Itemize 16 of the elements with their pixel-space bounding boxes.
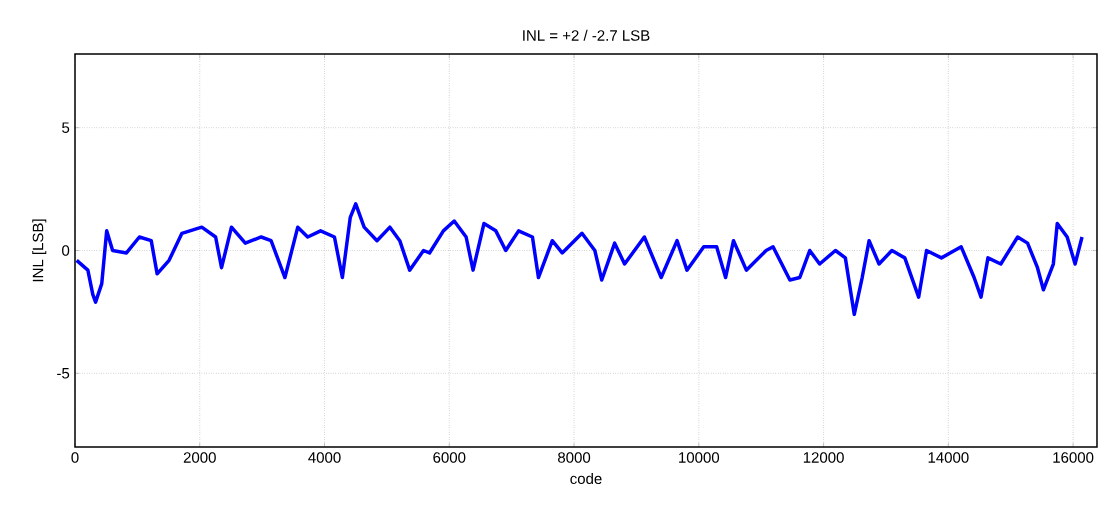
line-series <box>75 202 1084 317</box>
x-tick-label: 6000 <box>433 452 466 463</box>
y-tick-label: 5 <box>62 122 70 133</box>
y-axis-title: INL [LSB] <box>32 219 47 282</box>
x-tick-label: 12000 <box>803 452 844 463</box>
x-axis-title: code <box>570 473 602 485</box>
x-tick-label: 8000 <box>558 452 591 463</box>
chart-title: INL = +2 / -2.7 LSB <box>523 29 650 41</box>
x-tick-label: 10000 <box>679 452 720 463</box>
y-tick-label: 0 <box>62 245 70 256</box>
x-tick-label: 2000 <box>183 452 216 463</box>
x-tick-label: 16000 <box>1053 452 1094 463</box>
x-tick-label: 4000 <box>308 452 341 463</box>
x-tick-label: 0 <box>71 452 79 463</box>
y-tick-label: -5 <box>57 368 70 379</box>
x-tick-label: 14000 <box>928 452 969 463</box>
